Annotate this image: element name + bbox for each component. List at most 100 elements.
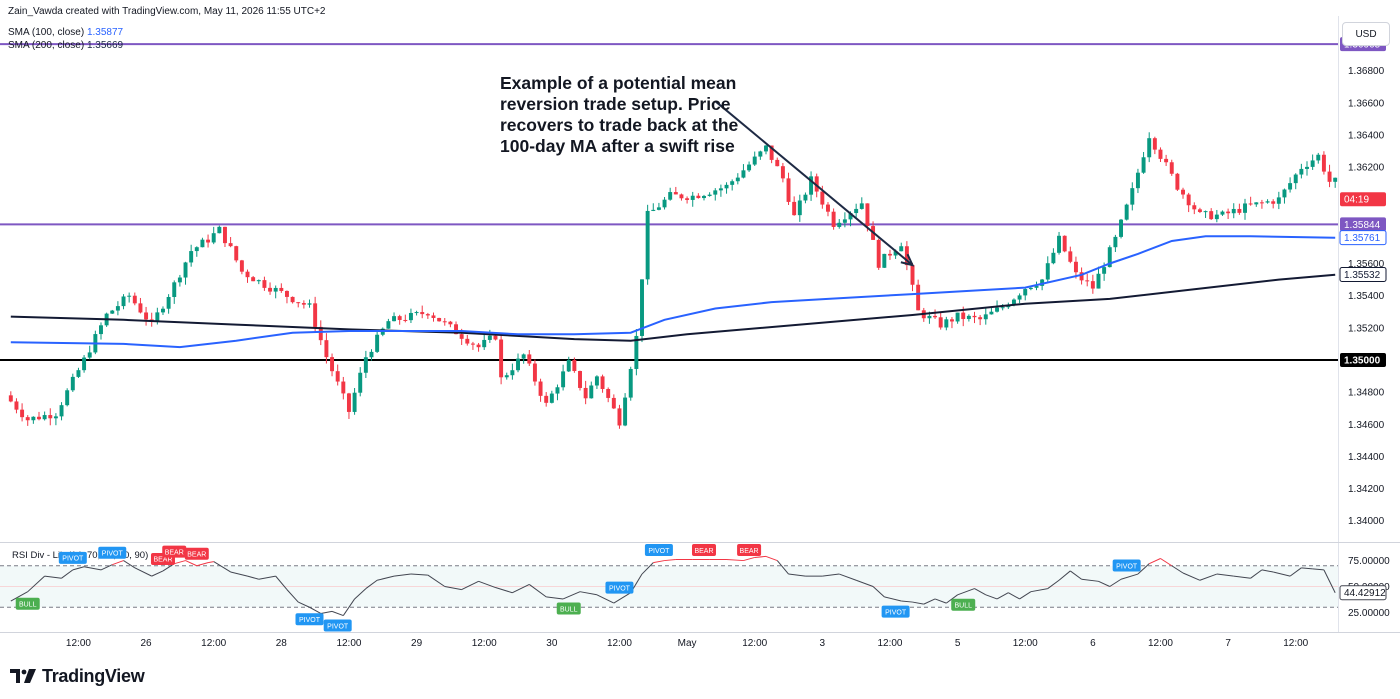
candle[interactable] (572, 357, 577, 373)
candle[interactable] (352, 387, 357, 415)
candle[interactable] (504, 372, 509, 380)
candle[interactable] (358, 367, 363, 397)
candle[interactable] (521, 353, 526, 364)
candle[interactable] (1051, 248, 1056, 265)
candle[interactable] (1079, 267, 1084, 285)
candle[interactable] (532, 359, 537, 386)
candle[interactable] (200, 237, 205, 248)
candle[interactable] (1209, 208, 1214, 220)
candle[interactable] (747, 161, 752, 172)
candle[interactable] (1237, 203, 1242, 215)
rsi-marker-bear[interactable]: BEAR (737, 544, 762, 556)
tradingview-logo[interactable]: TradingView (10, 664, 145, 688)
candle[interactable] (724, 182, 729, 194)
candle[interactable] (949, 317, 954, 329)
candle[interactable] (132, 292, 137, 306)
candle[interactable] (628, 366, 633, 401)
candle[interactable] (138, 297, 143, 314)
currency-button[interactable]: USD (1342, 22, 1390, 46)
candle[interactable] (1248, 196, 1253, 206)
rsi-marker-bull[interactable]: BULL (15, 597, 40, 610)
candle[interactable] (1316, 152, 1321, 164)
candle[interactable] (256, 279, 261, 285)
candle[interactable] (589, 381, 594, 399)
candle[interactable] (1305, 161, 1309, 176)
candle[interactable] (662, 197, 667, 210)
candle[interactable] (76, 367, 81, 379)
candle[interactable] (414, 310, 419, 316)
candle[interactable] (301, 300, 306, 309)
candle[interactable] (944, 316, 949, 331)
candle[interactable] (1062, 235, 1067, 253)
candle[interactable] (702, 194, 706, 201)
candle[interactable] (375, 329, 380, 353)
candle[interactable] (859, 197, 864, 210)
candle[interactable] (324, 333, 329, 364)
candle[interactable] (14, 398, 19, 414)
candle[interactable] (217, 225, 222, 234)
candle[interactable] (696, 193, 701, 199)
candle[interactable] (1214, 209, 1219, 223)
candle[interactable] (640, 279, 644, 343)
candle[interactable] (837, 219, 842, 229)
candle[interactable] (1271, 199, 1276, 209)
candle[interactable] (882, 253, 887, 268)
candle[interactable] (228, 237, 233, 248)
candle[interactable] (1113, 234, 1118, 253)
candle[interactable] (442, 317, 447, 326)
candle[interactable] (1085, 273, 1090, 287)
candle[interactable] (566, 356, 571, 373)
candle[interactable] (780, 162, 785, 183)
candle[interactable] (48, 408, 53, 426)
candle[interactable] (189, 244, 194, 267)
candle[interactable] (194, 246, 199, 257)
candle[interactable] (887, 249, 892, 260)
candle[interactable] (792, 196, 797, 216)
candle[interactable] (470, 341, 475, 350)
candle[interactable] (8, 391, 13, 403)
candle[interactable] (826, 202, 830, 217)
candle[interactable] (1158, 147, 1163, 162)
candle[interactable] (617, 404, 622, 429)
candle[interactable] (752, 151, 757, 167)
candle[interactable] (245, 269, 250, 283)
candle[interactable] (544, 392, 549, 407)
candle[interactable] (623, 393, 628, 427)
candle[interactable] (330, 353, 335, 377)
candle[interactable] (718, 184, 723, 197)
candle[interactable] (262, 276, 267, 291)
candle[interactable] (938, 312, 943, 330)
candle[interactable] (273, 285, 278, 299)
candle[interactable] (1321, 151, 1326, 175)
candle[interactable] (1231, 203, 1236, 219)
annotation-arrow-line[interactable] (714, 100, 914, 266)
candle[interactable] (634, 329, 639, 376)
candle[interactable] (606, 387, 611, 403)
candle[interactable] (966, 314, 971, 322)
candle[interactable] (741, 164, 746, 179)
candle[interactable] (707, 192, 712, 197)
candle[interactable] (121, 294, 126, 310)
candle[interactable] (685, 196, 690, 204)
candle[interactable] (268, 282, 273, 295)
candle[interactable] (1265, 199, 1270, 204)
candle[interactable] (916, 279, 921, 311)
candle[interactable] (144, 306, 149, 326)
candle[interactable] (775, 157, 780, 167)
candle[interactable] (313, 296, 318, 332)
rsi-marker-bear[interactable]: BEAR (184, 547, 209, 560)
candle[interactable] (1045, 256, 1050, 283)
candle[interactable] (1220, 210, 1225, 216)
candle[interactable] (972, 311, 977, 324)
candle[interactable] (527, 349, 532, 366)
candle[interactable] (510, 363, 515, 380)
candle[interactable] (307, 299, 312, 308)
candle[interactable] (25, 415, 30, 426)
candle[interactable] (978, 315, 983, 326)
candle[interactable] (284, 290, 289, 304)
candle[interactable] (656, 202, 661, 211)
candle[interactable] (651, 203, 656, 212)
candle[interactable] (279, 283, 284, 293)
candle[interactable] (127, 292, 132, 303)
candle[interactable] (296, 301, 301, 308)
